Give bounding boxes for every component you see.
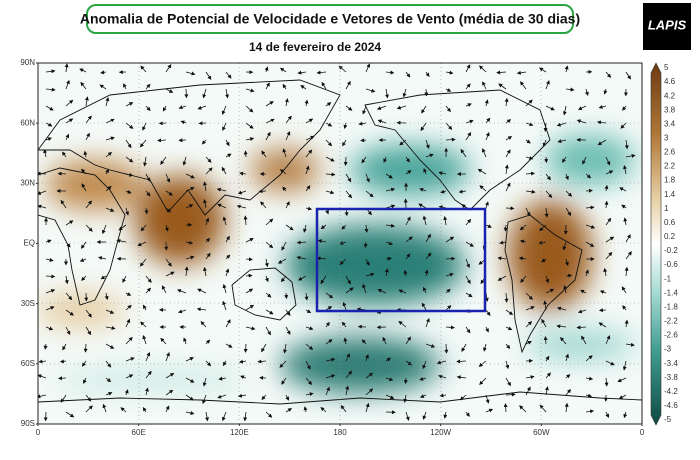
colorbar-label: 0.2	[664, 232, 676, 241]
colorbar-label: -0.2	[664, 246, 678, 255]
logo-text: LAPIS	[648, 17, 687, 32]
lon-label: 120W	[430, 428, 451, 437]
colorbar-label: 3.4	[664, 119, 676, 128]
colorbar-label: 1	[664, 204, 669, 213]
colorbar-label: -5	[664, 415, 672, 424]
lon-label: 0	[640, 428, 645, 437]
colorbar	[651, 63, 661, 425]
wind-arrow	[586, 191, 592, 192]
lat-label: EQ	[23, 239, 35, 248]
lon-label: 60W	[533, 428, 550, 437]
wind-arrow	[259, 191, 266, 192]
wind-arrow	[246, 344, 247, 352]
colorbar-label: 4.2	[664, 91, 676, 100]
colorbar-label: -1.8	[664, 302, 678, 311]
colorbar-label: 4.6	[664, 77, 676, 86]
lon-label: 120E	[230, 428, 249, 437]
wind-arrow	[246, 259, 252, 260]
wind-arrow	[58, 174, 66, 175]
colorbar-label: -3.4	[664, 359, 678, 368]
lat-label: 30N	[20, 178, 35, 187]
wind-arrow	[426, 89, 427, 96]
colorbar-label: -2.2	[664, 317, 678, 326]
colorbar-label: 1.8	[664, 176, 676, 185]
colorbar-label: 3	[664, 134, 669, 143]
colorbar-label: -0.6	[664, 260, 678, 269]
wind-arrow	[286, 293, 287, 298]
wind-arrow	[506, 208, 514, 209]
map	[35, 63, 642, 424]
lat-label: 60S	[21, 359, 35, 368]
colorbar-label: -1.4	[664, 288, 678, 297]
wind-arrow	[346, 157, 347, 165]
lon-label: 60E	[132, 428, 146, 437]
colorbar-label: 0.6	[664, 218, 676, 227]
colorbar-label: -4.2	[664, 387, 678, 396]
colorbar-label: 2.6	[664, 148, 676, 157]
wind-arrow	[186, 89, 187, 98]
colorbar-label: -3	[664, 345, 672, 354]
colorbar-label: -4.6	[664, 401, 678, 410]
lat-label: 90S	[21, 419, 35, 428]
lon-label: 0	[36, 428, 41, 437]
colorbar-label: -1	[664, 274, 672, 283]
colorbar-label: -3.8	[664, 373, 678, 382]
wind-arrow	[446, 344, 447, 353]
colorbar-label: -2.6	[664, 331, 678, 340]
lat-label: 30S	[21, 299, 35, 308]
lon-label: 180	[333, 428, 347, 437]
title: Anomalia de Potencial de Velocidade e Ve…	[80, 11, 580, 27]
colorbar-label: 5	[664, 63, 669, 72]
colorbar-label: 1.4	[664, 190, 676, 199]
colorbar-label: 3.8	[664, 105, 676, 114]
lat-label: 60N	[20, 118, 35, 127]
lat-label: 90N	[20, 58, 35, 67]
date: 14 de fevereiro de 2024	[249, 40, 381, 54]
colorbar-label: 2.2	[664, 162, 676, 171]
wind-arrow	[86, 344, 87, 352]
